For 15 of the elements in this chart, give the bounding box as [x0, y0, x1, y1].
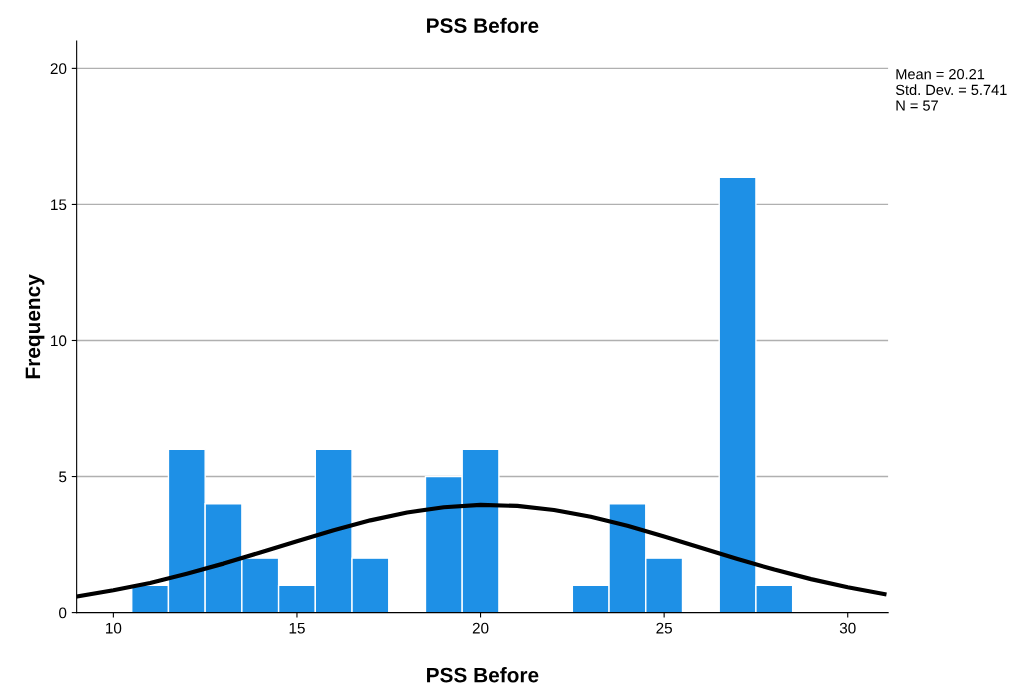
y-axis-title: Frequency: [25, 274, 45, 379]
x-tick-label: 30: [839, 622, 856, 634]
line-series: [76, 502, 887, 599]
x-tick-label: 25: [656, 622, 672, 634]
x-tick-label: 15: [289, 622, 305, 634]
y-tick-label: 0: [59, 607, 67, 619]
y-tick-label: 15: [51, 199, 67, 211]
y-tick-label: 20: [50, 63, 67, 75]
chart-title: PSS Before: [427, 17, 539, 34]
text: Mean = 20.21 Std. Dev. = 5.741 N = 57: [895, 68, 1007, 111]
y-tick-label: 5: [59, 471, 67, 483]
x-tick-label: 20: [472, 622, 489, 634]
x-axis-title: PSS Before: [427, 667, 539, 683]
y-tick-label: 10: [51, 335, 67, 347]
x-tick-label: 10: [106, 622, 122, 634]
